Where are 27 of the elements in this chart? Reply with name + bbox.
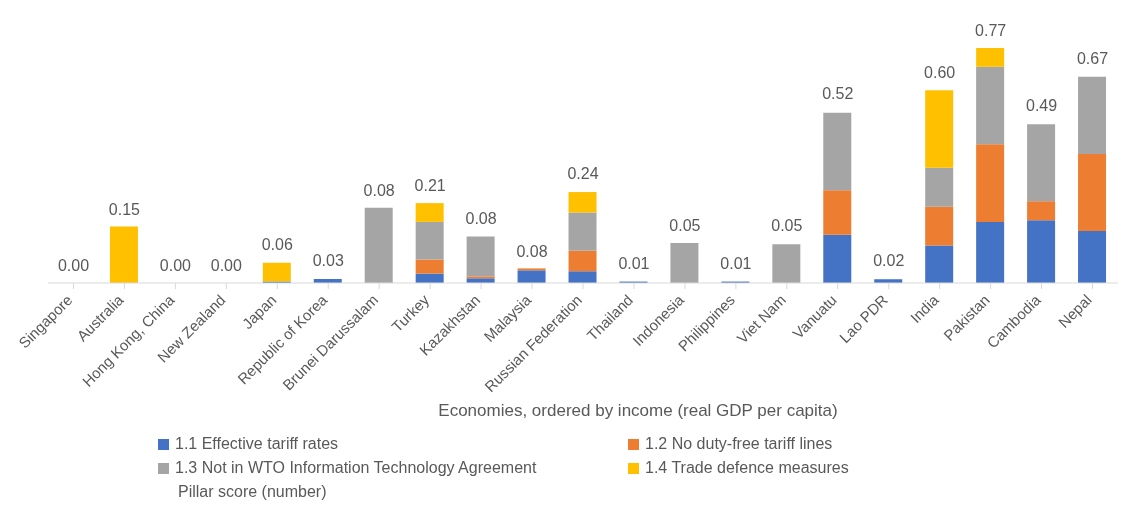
annotation: 0.01 (720, 254, 752, 272)
annotation: 0.05 (771, 217, 803, 235)
annotation: 0.24 (567, 165, 599, 183)
annotation: 0.08 (363, 181, 395, 199)
legend-label: 1.4 Trade defence measures (645, 459, 849, 477)
annotation: 0.52 (822, 85, 854, 103)
x-axis-title: Economies, ordered by income (real GDP per capita) (437, 401, 839, 421)
legend-label: 1.2 No duty-free tariff lines (645, 435, 833, 453)
annotation: 0.00 (159, 257, 192, 274)
annotation: 0.21 (414, 177, 446, 195)
annotation: 0.49 (1026, 97, 1058, 115)
annotation: 0.67 (1076, 50, 1109, 68)
annotation: 0.00 (57, 257, 90, 274)
annotation: 0.08 (516, 242, 548, 260)
annotation: 0.01 (618, 254, 650, 272)
annotation: 0.03 (312, 252, 344, 270)
annotation: 0.06 (261, 235, 293, 253)
annotation: 0.60 (924, 64, 956, 82)
annotation: 0.15 (108, 200, 141, 218)
annotation: 0.00 (210, 257, 243, 274)
annotation: 0.77 (975, 22, 1007, 39)
annotation: 0.05 (669, 217, 701, 235)
annotation: 0.02 (873, 252, 905, 270)
annotation: 0.08 (465, 210, 497, 227)
text: Pillar score (number) (177, 483, 328, 501)
legend-label: 1.3 Not in WTO Information Technology Agreement (175, 459, 537, 477)
legend-label: 1.1 Effective tariff rates (175, 435, 339, 453)
